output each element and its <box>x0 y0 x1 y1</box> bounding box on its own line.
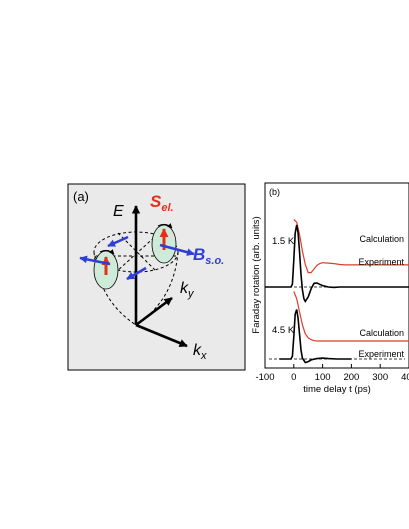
kx-axis-label: kx <box>193 342 207 362</box>
x-tick-label-1: 0 <box>291 372 296 383</box>
energy-axis-label: E <box>113 203 124 220</box>
y-axis-label: Faraday rotation (arb. units) <box>251 216 262 333</box>
panel-a-label: (a) <box>73 189 89 204</box>
x-tick-label-4: 300 <box>372 372 388 383</box>
field-label: Bs.o. <box>193 245 224 267</box>
plot-frame <box>264 182 409 369</box>
calculation-label-2: Calculation <box>359 328 404 338</box>
experiment-trace-2 <box>279 309 352 364</box>
experiment-trace-1 <box>265 224 409 303</box>
k-space-axes <box>131 205 188 348</box>
panel-a: (a) E ky kx <box>67 183 246 371</box>
trace-annotations: Calculation Experiment 1.5 K Calculation Exp… <box>272 234 404 359</box>
calculation-trace-2 <box>293 291 409 342</box>
traces <box>265 219 409 364</box>
spin-label: Sel. <box>150 192 174 214</box>
ky-axis <box>135 296 173 327</box>
x-tick-label-5: 400 <box>401 372 409 383</box>
field-arrows <box>79 235 195 281</box>
experiment-label-1: Experiment <box>358 257 404 267</box>
spin-orbit-right <box>151 223 177 264</box>
panel-b: (b) -100 0 100 200 300 400 Calculation Experim… <box>251 182 409 395</box>
ky-axis-label: ky <box>180 280 195 300</box>
temperature-label-2: 4.5 K <box>272 325 295 336</box>
x-axis-label: time delay t (ps) <box>303 384 371 395</box>
panel-b-label: (b) <box>269 187 280 197</box>
calculation-label-1: Calculation <box>359 234 404 244</box>
spin-orbit-left <box>93 249 119 290</box>
x-tick-label-3: 200 <box>343 372 359 383</box>
temperature-label-1: 1.5 K <box>272 236 295 247</box>
calculation-trace-1 <box>293 219 409 274</box>
experiment-label-2: Experiment <box>358 349 404 359</box>
x-tick-label-0: -100 <box>255 372 274 383</box>
kx-axis <box>135 323 188 348</box>
x-tick-label-2: 100 <box>315 372 331 383</box>
x-ticks: -100 0 100 200 300 400 <box>255 364 409 383</box>
